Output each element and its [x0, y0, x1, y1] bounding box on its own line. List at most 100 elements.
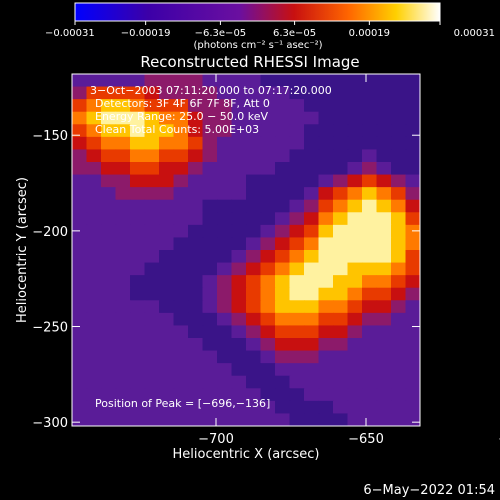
- heatmap-cell: [289, 400, 305, 415]
- heatmap-cell: [376, 400, 392, 415]
- heatmap-cell: [318, 237, 334, 251]
- heatmap-cell: [289, 413, 305, 426]
- heatmap-cell: [159, 350, 175, 364]
- heatmap-cell: [188, 212, 204, 226]
- heatmap-cell: [304, 136, 320, 151]
- heatmap-cell: [86, 149, 102, 163]
- y-axis: −150 −200 −250 −300: [32, 129, 420, 431]
- heatmap-cell: [86, 86, 102, 100]
- heatmap-cell: [391, 312, 407, 327]
- heatmap-cell: [101, 300, 117, 314]
- heatmap-cell: [246, 413, 262, 426]
- heatmap-cell: [289, 250, 305, 264]
- heatmap-cell: [260, 350, 276, 364]
- heatmap-cell: [173, 237, 189, 251]
- heatmap-cell: [318, 224, 334, 239]
- heatmap-cell: [304, 338, 320, 352]
- heatmap-cell: [130, 99, 146, 113]
- heatmap-cell: [202, 388, 218, 402]
- heatmap-cell: [188, 375, 204, 389]
- heatmap-cell: [391, 149, 407, 163]
- heatmap-cell: [86, 325, 102, 339]
- heatmap-cell: [405, 400, 420, 415]
- heatmap-cell: [376, 300, 392, 314]
- heatmap-cell: [347, 162, 363, 176]
- heatmap-cell: [72, 400, 88, 415]
- heatmap-cell: [304, 388, 320, 402]
- heatmap-cell: [318, 287, 334, 301]
- heatmap-cell: [376, 375, 392, 389]
- heatmap-cell: [318, 363, 334, 377]
- heatmap-cell: [275, 74, 291, 88]
- heatmap-cell: [144, 237, 160, 251]
- heatmap-cell: [115, 86, 131, 100]
- footer-timestamp: 6−May−2022 01:54: [363, 483, 495, 498]
- x-tick-label: −650: [348, 432, 384, 447]
- heatmap-cell: [72, 363, 88, 377]
- heatmap-cell: [188, 224, 204, 239]
- heatmap-cell: [202, 199, 218, 213]
- heatmap-cell: [362, 136, 378, 151]
- heatmap-cell: [333, 275, 349, 289]
- heatmap-cell: [362, 413, 378, 426]
- heatmap-cell: [391, 224, 407, 239]
- heatmap-cell: [130, 312, 146, 327]
- heatmap-cell: [246, 300, 262, 314]
- heatmap-cell: [202, 338, 218, 352]
- heatmap-cell: [130, 212, 146, 226]
- heatmap-cell: [260, 212, 276, 226]
- heatmap-cell: [202, 111, 218, 125]
- heatmap-cell: [362, 149, 378, 163]
- heatmap-cell: [246, 224, 262, 239]
- heatmap-cell: [376, 99, 392, 113]
- heatmap-cell: [86, 300, 102, 314]
- heatmap-cell: [289, 312, 305, 327]
- heatmap-cell: [362, 250, 378, 264]
- heatmap-cell: [318, 199, 334, 213]
- heatmap-cell: [376, 250, 392, 264]
- heatmap-cell: [260, 86, 276, 100]
- heatmap-cell: [72, 124, 88, 138]
- heatmap-cell: [275, 99, 291, 113]
- heatmap-cell: [304, 99, 320, 113]
- heatmap-cell: [72, 275, 88, 289]
- heatmap-cell: [405, 325, 420, 339]
- heatmap-cell: [86, 212, 102, 226]
- heatmap-cell: [333, 363, 349, 377]
- heatmap-cell: [72, 86, 88, 100]
- heatmap-cell: [246, 86, 262, 100]
- heatmap-cell: [72, 212, 88, 226]
- heatmap-cell: [115, 136, 131, 151]
- heatmap-cell: [86, 199, 102, 213]
- heatmap-cell: [130, 162, 146, 176]
- heatmap-cell: [217, 262, 233, 276]
- heatmap-cell: [260, 74, 276, 88]
- heatmap-cell: [115, 300, 131, 314]
- heatmap-cell: [173, 363, 189, 377]
- heatmap-cell: [376, 262, 392, 276]
- heatmap-cell: [246, 363, 262, 377]
- heatmap-cell: [231, 363, 247, 377]
- heatmap-cell: [173, 86, 189, 100]
- heatmap-cell: [101, 124, 117, 138]
- heatmap-cell: [144, 350, 160, 364]
- heatmap-cell: [246, 149, 262, 163]
- heatmap-cell: [289, 388, 305, 402]
- heatmap-cell: [318, 187, 334, 201]
- heatmap-cell: [275, 162, 291, 176]
- heatmap-cell: [260, 124, 276, 138]
- heatmap-cell: [130, 300, 146, 314]
- heatmap-cell: [289, 99, 305, 113]
- heatmap-cell: [260, 413, 276, 426]
- heatmap-cell: [115, 413, 131, 426]
- heatmap-cell: [101, 237, 117, 251]
- heatmap-cell: [362, 312, 378, 327]
- heatmap-cell: [304, 162, 320, 176]
- heatmap-cell: [304, 325, 320, 339]
- heatmap-cell: [159, 400, 175, 415]
- heatmap-cell: [72, 350, 88, 364]
- heatmap-cell: [260, 300, 276, 314]
- heatmap-image: [72, 74, 420, 426]
- heatmap-cell: [159, 174, 175, 188]
